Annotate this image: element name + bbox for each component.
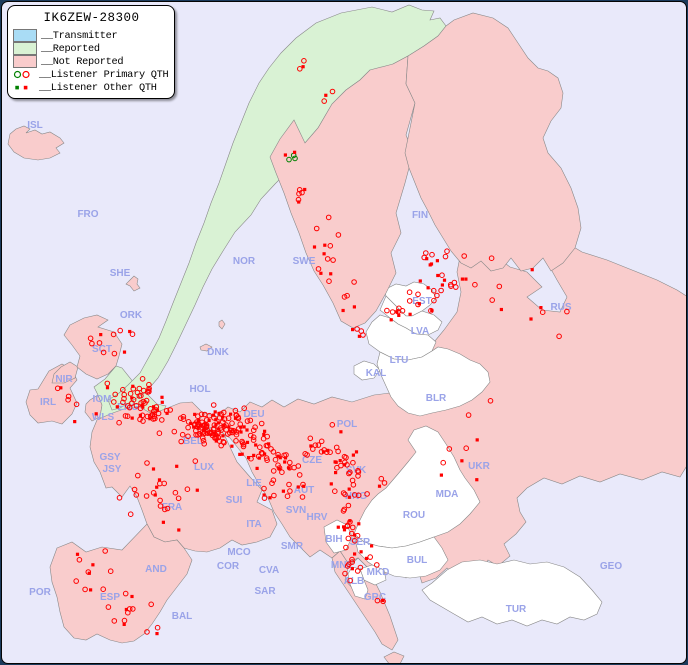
svg-text:LTU: LTU — [390, 355, 409, 366]
svg-text:BAL: BAL — [172, 611, 193, 622]
svg-text:MDA: MDA — [436, 489, 459, 500]
svg-text:ALB: ALB — [344, 576, 365, 587]
svg-text:ITA: ITA — [246, 519, 261, 530]
svg-text:DNK: DNK — [207, 347, 229, 358]
svg-text:HRV: HRV — [307, 512, 328, 523]
svg-text:BLR: BLR — [426, 393, 447, 404]
svg-text:ISL: ISL — [27, 120, 43, 131]
svg-text:MKD: MKD — [367, 567, 390, 578]
svg-text:RUS: RUS — [550, 302, 571, 313]
svg-text:TUR: TUR — [506, 604, 527, 615]
svg-text:SHE: SHE — [110, 268, 131, 279]
svg-text:FIN: FIN — [412, 210, 428, 221]
svg-text:ESP: ESP — [100, 592, 120, 603]
svg-text:BIH: BIH — [325, 534, 342, 545]
svg-text:SMR: SMR — [281, 541, 304, 552]
svg-text:GSY: GSY — [99, 452, 120, 463]
svg-text:DEU: DEU — [243, 409, 264, 420]
svg-text:CVA: CVA — [259, 565, 279, 576]
svg-text:UKR: UKR — [468, 461, 490, 472]
svg-text:POL: POL — [337, 419, 358, 430]
svg-text:AND: AND — [145, 564, 167, 575]
svg-text:MCO: MCO — [227, 547, 251, 558]
svg-text:IOM: IOM — [93, 394, 112, 405]
svg-text:HOL: HOL — [189, 384, 210, 395]
svg-text:EST: EST — [412, 296, 431, 307]
svg-text:IRL: IRL — [40, 397, 56, 408]
svg-text:KAL: KAL — [366, 368, 387, 379]
svg-text:NIR: NIR — [55, 374, 73, 385]
svg-text:NOR: NOR — [233, 256, 256, 267]
svg-text:LVA: LVA — [411, 326, 430, 337]
svg-text:LUX: LUX — [194, 462, 214, 473]
svg-text:JSY: JSY — [103, 464, 122, 475]
svg-text:ROU: ROU — [403, 510, 425, 521]
svg-text:POR: POR — [29, 587, 51, 598]
svg-text:ORK: ORK — [120, 310, 143, 321]
svg-text:SWE: SWE — [293, 256, 316, 267]
svg-text:SVN: SVN — [286, 505, 307, 516]
svg-text:COR: COR — [217, 561, 240, 572]
svg-text:GEO: GEO — [600, 561, 622, 572]
svg-text:SUI: SUI — [226, 495, 243, 506]
svg-text:BUL: BUL — [407, 555, 428, 566]
svg-text:FRO: FRO — [77, 209, 98, 220]
svg-text:LIE: LIE — [246, 478, 262, 489]
svg-text:SAR: SAR — [254, 586, 276, 597]
